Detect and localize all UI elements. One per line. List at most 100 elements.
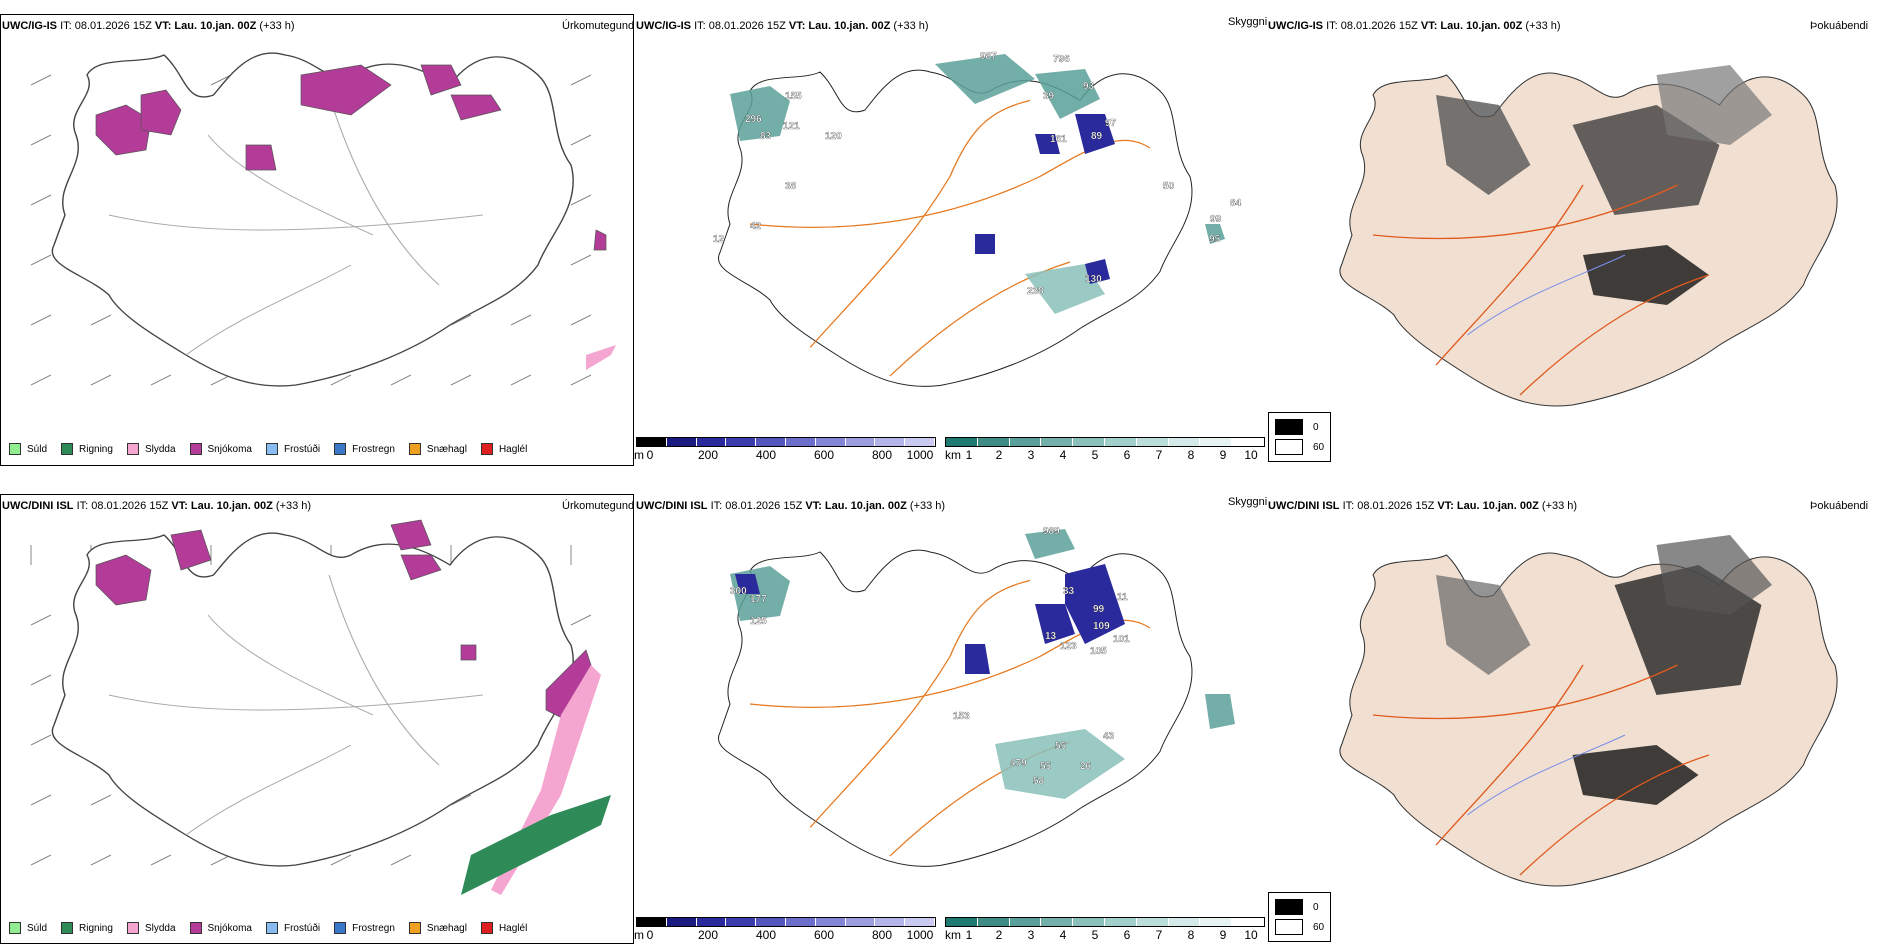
header-cloud-dini: UWC/DINI ISL IT: 08.01.2026 15Z VT: Lau.…	[636, 500, 945, 512]
height-unit: m	[634, 448, 644, 462]
legend-item: Rigning	[61, 922, 113, 934]
sky-swatch	[1275, 919, 1303, 935]
vis-tick: 4	[1059, 448, 1067, 462]
vis-cell	[1232, 918, 1264, 926]
height-tick: 1000	[906, 928, 934, 942]
precip-map-dini	[30, 519, 611, 895]
legend-item: Frostúði	[265, 922, 321, 934]
precip-panel-dini: Súld Rigning Slydda Snjókoma Frostúði Fr…	[0, 494, 634, 944]
height-cell	[815, 918, 846, 926]
cloud-labels: 987 796 93 39 97 89 161 155 296 83 121 5…	[713, 51, 1242, 297]
valid-time: Lau. 10.jan. 00Z	[1456, 500, 1539, 512]
height-cell	[905, 918, 935, 926]
vis-unit: km	[945, 928, 961, 942]
legend-item: Frostregn	[334, 443, 395, 455]
header-fog-dini: UWC/DINI ISL IT: 08.01.2026 15Z VT: Lau.…	[1268, 500, 1577, 512]
legend-item: Snæhagl	[408, 922, 467, 934]
vis-tick: 8	[1187, 928, 1195, 942]
cloud-label: 796	[1053, 54, 1070, 65]
vis-cell	[1041, 438, 1074, 446]
precip-map-igis	[30, 52, 616, 387]
precip-legend: Súld Rigning Slydda Snjókoma Frostúði Fr…	[9, 922, 541, 934]
cloud-label: 39	[1043, 91, 1055, 102]
height-cell	[845, 438, 876, 446]
legend-label: Súld	[27, 443, 48, 455]
header-precip-igis: UWC/IG-IS IT: 08.01.2026 15Z VT: Lau. 10…	[2, 20, 295, 32]
cloud-label: 95	[1209, 234, 1221, 245]
vis-cell	[1136, 918, 1169, 926]
title-cloud: Skyggni	[1228, 496, 1268, 508]
legend-swatch	[334, 443, 347, 455]
cloud-label: 58	[1033, 776, 1045, 787]
legend-label: Frostúði	[283, 922, 321, 934]
height-tick: 800	[871, 928, 893, 942]
cloud-label: 125	[750, 616, 767, 627]
height-tick: 400	[755, 448, 777, 462]
cloud-label: 479	[1010, 758, 1027, 769]
vis-cell	[1168, 438, 1201, 446]
cloud-label: 99	[1093, 604, 1105, 615]
cloud-label: 13	[1045, 631, 1057, 642]
cloud-label: 43	[1103, 731, 1115, 742]
lead-time: (+33 h)	[893, 20, 929, 32]
legend-item: Frostregn	[334, 922, 395, 934]
height-cell	[815, 438, 846, 446]
height-unit: m	[634, 928, 644, 942]
precip-panel-igis: Súld Rigning Slydda Snjókoma Frostúði Fr…	[0, 14, 634, 466]
cloud-panel-dini: 989 99 33 11 101 109 105 123 13 125 177 …	[635, 494, 1265, 944]
title-cloud: Skyggni	[1228, 16, 1268, 28]
height-tick: 600	[813, 448, 835, 462]
cloud-label: 93	[1083, 81, 1095, 92]
vis-unit: km	[945, 448, 961, 462]
cloud-label: 989	[1043, 526, 1060, 537]
legend-label: Rigning	[79, 922, 113, 934]
vis-tick: 5	[1091, 448, 1099, 462]
vis-cell	[946, 918, 978, 926]
height-cell	[666, 918, 697, 926]
vis-tick: 1	[965, 448, 973, 462]
vis-cell	[1009, 918, 1042, 926]
cloud-panel-igis: 987 796 93 39 97 89 161 155 296 83 121 5…	[635, 14, 1265, 464]
vis-tick: 2	[995, 928, 1003, 942]
legend-item: Slydda	[126, 443, 176, 455]
lead-time: (+33 h)	[909, 500, 946, 512]
vis-tick: 8	[1187, 448, 1195, 462]
title-precip: Úrkomutegund	[562, 20, 635, 32]
vis-cell	[977, 918, 1010, 926]
height-cell	[845, 918, 876, 926]
cloud-label: 123	[1060, 641, 1077, 652]
vis-cell	[1073, 918, 1105, 926]
sky-label: 60	[1313, 921, 1325, 933]
legend-item: Frostúði	[265, 443, 320, 455]
vis-cell	[1041, 918, 1074, 926]
ceiling-patches	[975, 114, 1115, 284]
header-cloud-igis: UWC/IG-IS IT: 08.01.2026 15Z VT: Lau. 10…	[636, 20, 929, 32]
sky-legend-dini: 0 60	[1268, 892, 1332, 942]
height-tick: 0	[646, 928, 654, 942]
height-cell	[696, 918, 727, 926]
cloud-label: 97	[1105, 118, 1117, 129]
cloud-label: 153	[953, 711, 970, 722]
cloud-label: 101	[1113, 634, 1130, 645]
height-cell	[637, 438, 667, 446]
cloud-label: 99	[1210, 214, 1222, 225]
init-time: IT: 08.01.2026 15Z	[60, 20, 152, 32]
valid-label: VT:	[1420, 20, 1438, 32]
cloud-label: 238	[1027, 286, 1044, 297]
height-tick: 400	[755, 928, 777, 942]
cloud-label: 300	[730, 586, 747, 597]
cloud-label: 987	[980, 51, 997, 62]
vis-tick: 6	[1123, 928, 1131, 942]
legend-item: Súld	[9, 443, 47, 455]
valid-label: VT:	[154, 20, 172, 32]
legend-label: Snjókoma	[207, 922, 252, 934]
init-time: IT: 08.01.2026 15Z	[1326, 20, 1418, 32]
cloud-label: 84	[1230, 198, 1242, 209]
height-cell	[726, 438, 757, 446]
init-time: IT: 08.01.2026 15Z	[710, 500, 803, 512]
legend-label: Haglél	[498, 922, 528, 934]
legend-swatch	[189, 922, 202, 934]
row-dini: Súld Rigning Slydda Snjókoma Frostúði Fr…	[0, 480, 1900, 950]
height-cell	[666, 438, 697, 446]
valid-time: Lau. 10.jan. 00Z	[174, 20, 257, 32]
